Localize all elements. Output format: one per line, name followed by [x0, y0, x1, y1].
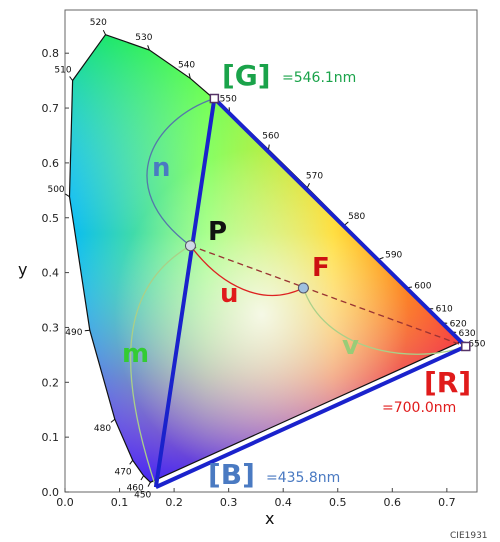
locus-tick [344, 221, 349, 226]
y-axis-label: y [18, 260, 27, 279]
wavelength-label: 460 [127, 484, 144, 494]
wavelength-label: 480 [94, 424, 111, 434]
y-tick-label: 0.7 [42, 102, 60, 115]
wavelength-label: 550 [220, 94, 237, 104]
dashed-line-p-r [190, 245, 467, 348]
x-tick-label: 0.7 [438, 496, 456, 509]
x-tick-label: 0.2 [165, 496, 183, 509]
credit-text: CIE1931 [450, 531, 488, 541]
locus-tick [147, 482, 151, 487]
locus-tick [69, 76, 73, 81]
primary-r-marker [461, 341, 471, 352]
wavelength-label: 470 [114, 467, 131, 477]
curve-m-label: m [122, 339, 149, 369]
wavelength-label: 490 [65, 328, 82, 338]
wavelength-label: 610 [436, 305, 453, 315]
locus-tick [65, 193, 70, 198]
curve-n [146, 97, 215, 247]
locus-tick [129, 459, 134, 465]
y-tick-label: 0.3 [42, 321, 60, 334]
x-tick-label: 0.3 [220, 496, 238, 509]
point-p-marker [184, 240, 196, 252]
locus-tick [306, 183, 310, 188]
x-tick-label: 0.5 [329, 496, 347, 509]
wavelength-label: 620 [450, 320, 467, 330]
wavelength-label: 540 [178, 61, 195, 71]
x-tick-label: 0.4 [274, 496, 292, 509]
point-f-marker [297, 282, 309, 294]
point-f-label: F [312, 253, 330, 283]
wavelength-label: 630 [458, 329, 475, 339]
wavelength-label: 510 [54, 65, 71, 75]
wavelength-label: 650 [468, 340, 485, 350]
axis-ticks: 0.0 0.1 0.2 0.3 0.4 0.5 0.6 0.7 0.0 0.1 0.2 0.3 0.4 0… [42, 47, 456, 509]
locus-tick [188, 73, 191, 79]
y-tick-label: 0.5 [42, 212, 60, 225]
triangle-edge-b-g [153, 98, 217, 488]
locus-tick [140, 475, 144, 481]
locus-tick [268, 144, 270, 150]
point-p-label: P [208, 217, 227, 247]
locus-tick [147, 45, 150, 51]
curve-v-label: v [342, 331, 359, 361]
wavelength-label: 530 [135, 33, 152, 43]
curve-u [189, 245, 304, 297]
locus-tick [102, 29, 106, 35]
primary-g-label: [G] [222, 59, 271, 92]
locus-tick [84, 329, 90, 332]
wavelength-label: 520 [90, 18, 107, 28]
primary-b-label: [B] [208, 458, 255, 491]
y-tick-label: 0.8 [42, 47, 60, 60]
primary-g-note: =546.1nm [282, 70, 356, 86]
y-tick-label: 0.2 [42, 376, 60, 389]
y-tick-label: 0.1 [42, 431, 60, 444]
primary-r-note: =700.0nm [382, 400, 456, 416]
primary-g-marker [209, 93, 220, 104]
curve-n-label: n [152, 153, 171, 183]
curve-u-label: u [220, 279, 239, 309]
wavelength-label: 500 [47, 185, 64, 195]
x-tick-label: 0.6 [384, 496, 402, 509]
x-tick-label: 0.1 [111, 496, 129, 509]
x-tick-label: 0.0 [56, 496, 74, 509]
y-tick-label: 0.6 [42, 157, 60, 170]
triangle-edge-r-b [155, 344, 467, 489]
wavelength-label: 590 [385, 250, 402, 260]
curve-v [302, 287, 466, 355]
locus-tick [110, 418, 116, 423]
wavelength-label: 580 [348, 212, 365, 222]
triangle-edge-g-r [212, 97, 468, 348]
x-axis-label: x [265, 509, 274, 528]
wavelength-label: 560 [262, 132, 279, 142]
y-tick-label: 0.0 [42, 486, 60, 499]
wavelength-label: 570 [306, 171, 323, 181]
curve-m [129, 245, 191, 488]
y-tick-label: 0.4 [42, 267, 60, 280]
wavelength-label: 450 [134, 491, 151, 501]
primary-r-label: [R] [424, 366, 471, 399]
wavelength-label: 600 [414, 282, 431, 292]
primary-b-note: =435.8nm [266, 470, 340, 486]
